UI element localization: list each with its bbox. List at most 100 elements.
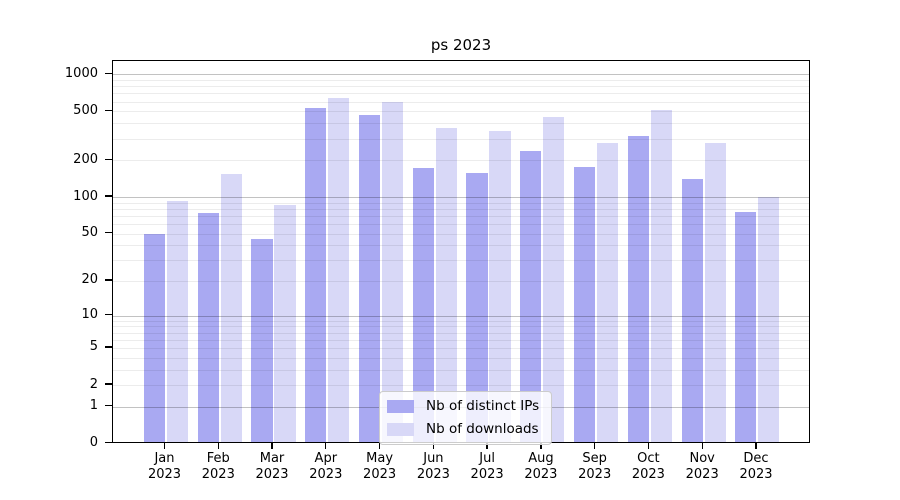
bar-downloads-may <box>381 101 404 442</box>
plot-area <box>112 60 810 443</box>
x-tick-year: 2023 <box>363 467 397 482</box>
chart-title: ps 2023 <box>430 36 492 54</box>
gridline-90 <box>113 202 809 204</box>
gridline-80 <box>113 208 809 210</box>
gridline-200 <box>113 160 809 162</box>
y-tick-mark <box>105 195 112 197</box>
gridline-8 <box>113 326 809 328</box>
bar-distinct-ips-mar <box>251 238 273 442</box>
x-tick-mark <box>163 443 166 449</box>
gridline-500 <box>113 111 809 113</box>
bar-downloads-apr <box>328 97 350 442</box>
x-tick-month: Aug <box>528 451 554 466</box>
gridline-40 <box>113 245 809 247</box>
x-tick-mark <box>647 443 650 449</box>
gridline-5 <box>113 347 809 349</box>
x-tick-label-may: May 2023 <box>350 451 410 483</box>
bar-distinct-ips-nov <box>681 178 703 442</box>
x-tick-label-jun: Jun 2023 <box>403 451 463 483</box>
x-tick-label-mar: Mar 2023 <box>242 451 302 483</box>
gridline-9 <box>113 320 809 322</box>
x-tick-year: 2023 <box>739 467 773 482</box>
bar-distinct-ips-sep <box>573 167 596 442</box>
x-tick-month: Dec <box>743 451 769 466</box>
x-tick-month: Mar <box>259 451 285 466</box>
x-tick-month: May <box>366 451 394 466</box>
bar-downloads-nov <box>704 143 726 442</box>
bar-distinct-ips-may <box>358 115 381 442</box>
x-tick-label-sep: Sep 2023 <box>565 451 625 483</box>
y-tick-label-50: 50 <box>81 225 98 240</box>
x-tick-mark <box>486 443 488 449</box>
y-tick-label-20: 20 <box>81 272 98 288</box>
x-tick-month: Nov <box>689 451 715 466</box>
y-tick-mark <box>105 72 112 74</box>
bar-downloads-feb <box>220 174 242 442</box>
x-tick-mark <box>540 443 542 449</box>
y-tick-mark <box>105 383 112 385</box>
bar-distinct-ips-jan <box>143 233 165 442</box>
x-tick-label-jul: Jul 2023 <box>457 451 517 483</box>
y-tick-mark <box>105 404 112 407</box>
x-tick-year: 2023 <box>201 467 235 482</box>
y-tick-label-1: 1 <box>89 398 98 414</box>
x-tick-year: 2023 <box>578 467 612 482</box>
x-tick-year: 2023 <box>309 467 343 482</box>
x-tick-month: Jun <box>423 451 444 466</box>
bar-downloads-mar <box>274 204 296 442</box>
y-tick-mark <box>105 109 112 111</box>
gridline-60 <box>113 223 809 225</box>
y-tick-label-1000: 1000 <box>64 65 98 81</box>
x-tick-year: 2023 <box>685 467 719 482</box>
x-tick-mark <box>378 443 381 449</box>
gridline-800 <box>113 86 809 88</box>
legend-label-downloads: Nb of downloads <box>426 421 539 437</box>
gridline-400 <box>113 123 809 125</box>
x-tick-label-nov: Nov 2023 <box>672 451 732 483</box>
legend-swatch-downloads <box>387 422 414 436</box>
bar-downloads-jul <box>489 131 511 442</box>
x-tick-mark <box>432 443 435 449</box>
y-tick-label-200: 200 <box>73 151 98 167</box>
legend-row-distinct-ips: Nb of distinct IPs <box>387 398 539 414</box>
y-tick-label-2: 2 <box>89 376 98 392</box>
gridline-10 <box>113 315 809 317</box>
legend-label-distinct-ips: Nb of distinct IPs <box>426 398 540 414</box>
x-tick-year: 2023 <box>524 467 558 482</box>
gridline-2 <box>113 385 809 386</box>
bar-distinct-ips-jun <box>412 168 434 442</box>
y-tick-label-0: 0 <box>89 435 98 451</box>
bar-downloads-jan <box>166 200 188 442</box>
y-tick-label-500: 500 <box>73 102 98 118</box>
bar-distinct-ips-dec <box>735 211 757 442</box>
gridline-7 <box>113 332 809 334</box>
bar-distinct-ips-oct <box>627 136 649 442</box>
y-tick-mark <box>105 158 112 160</box>
x-tick-mark <box>594 443 596 449</box>
x-tick-mark <box>701 443 703 449</box>
bar-downloads-dec <box>758 197 780 442</box>
bar-distinct-ips-feb <box>197 213 219 442</box>
legend-row-downloads: Nb of downloads <box>387 421 539 437</box>
gridline-900 <box>113 80 809 81</box>
y-tick-mark <box>105 442 112 444</box>
y-tick-mark <box>105 231 112 234</box>
gridline-1000 <box>113 74 809 76</box>
x-tick-month: Jul <box>479 451 495 466</box>
gridline-100 <box>113 197 809 198</box>
gridline-70 <box>113 215 809 217</box>
y-tick-label-100: 100 <box>73 188 98 204</box>
gridline-20 <box>113 280 809 282</box>
x-tick-mark <box>217 443 219 449</box>
y-tick-mark <box>105 279 112 281</box>
bar-downloads-aug <box>543 117 565 442</box>
x-tick-year: 2023 <box>416 467 450 482</box>
bar-downloads-sep <box>596 143 619 442</box>
bar-downloads-oct <box>650 110 672 442</box>
gridline-50 <box>113 233 809 235</box>
legend: Nb of distinct IPs Nb of downloads <box>379 391 553 445</box>
gridline-30 <box>113 260 809 262</box>
x-tick-label-oct: Oct 2023 <box>618 451 678 483</box>
gridline-600 <box>113 101 809 103</box>
